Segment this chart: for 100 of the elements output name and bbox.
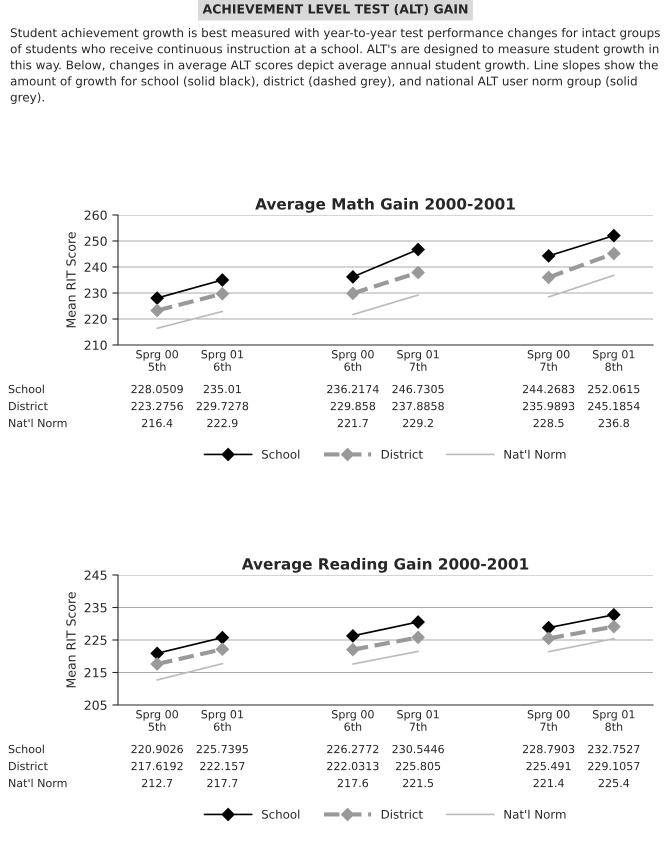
x-tick-label: Sprg 00 5th xyxy=(136,710,178,731)
point xyxy=(150,646,164,660)
y-tick-label: 210 xyxy=(84,340,107,350)
data-label: 229.2 xyxy=(403,418,433,428)
y-axis-title: Mean RIT Score xyxy=(66,232,76,328)
x-tick-label: Sprg 00 7th xyxy=(528,710,570,731)
data-label: 225.805 xyxy=(396,762,440,770)
chart-title: Average Math Gain 2000-2001 xyxy=(255,198,515,213)
x-tick-label: Sprg 00 6th xyxy=(332,350,374,371)
data-label: 235.9893 xyxy=(522,402,574,410)
y-tick-label: 260 xyxy=(84,210,107,220)
data-label: 212.7 xyxy=(142,778,172,788)
data-label: 230.5446 xyxy=(392,744,444,754)
legend-label: Nat'l Norm xyxy=(504,450,566,459)
data-label: 228.0509 xyxy=(131,384,183,394)
text: Nat'l Norm xyxy=(9,418,67,428)
legend-label: School xyxy=(262,810,300,819)
point xyxy=(412,615,425,629)
data-label: 232.7527 xyxy=(588,744,640,754)
data-label: 226.2772 xyxy=(327,744,378,754)
x-tick-label: Sprg 00 7th xyxy=(528,350,570,371)
y-tick-label: 250 xyxy=(84,236,107,246)
point xyxy=(346,643,360,656)
data-label: 229.1057 xyxy=(588,762,640,770)
data-label: 225.4 xyxy=(598,778,630,788)
x-tick-label: Sprg 01 6th xyxy=(202,350,243,371)
point xyxy=(150,304,164,318)
data-label: 225.491 xyxy=(526,762,571,770)
point xyxy=(607,246,620,260)
data-label: 244.2683 xyxy=(522,384,574,394)
data-label: 236.8 xyxy=(598,418,629,428)
data-label: 235.01 xyxy=(204,384,241,394)
point xyxy=(542,270,556,284)
point xyxy=(150,291,164,305)
data-label: 228.5 xyxy=(534,418,564,428)
point xyxy=(346,629,360,642)
data-label: 217.7 xyxy=(207,778,238,788)
chart-title: Average Reading Gain 2000-2001 xyxy=(242,558,528,573)
point xyxy=(607,620,620,634)
y-tick-label: 235 xyxy=(84,602,106,612)
x-tick-label: Sprg 01 6th xyxy=(202,710,243,731)
x-tick-label: Sprg 00 6th xyxy=(332,710,374,731)
data-label: 237.8858 xyxy=(392,402,444,410)
point xyxy=(542,621,556,634)
y-tick-label: 220 xyxy=(84,314,107,324)
x-tick-label: Sprg 01 7th xyxy=(397,350,439,371)
data-label: 236.2174 xyxy=(327,384,379,394)
data-label: 229.7278 xyxy=(196,402,248,410)
text: ACHIEVEMENT LEVEL TEST (ALT) GAIN xyxy=(202,4,468,16)
y-tick-label: 205 xyxy=(84,700,106,710)
point xyxy=(542,249,556,262)
data-label: 245.1854 xyxy=(588,402,640,410)
y-tick-label: 245 xyxy=(84,570,106,580)
legend-label: District xyxy=(382,810,423,819)
data-label: 228.7903 xyxy=(522,744,574,754)
data-label: 222.0313 xyxy=(327,762,378,770)
point xyxy=(216,287,229,300)
data-label: 221.5 xyxy=(403,778,434,788)
legend-label: School xyxy=(262,450,300,459)
text: Student achievement growth is best measured with year-to-year test performance changes for intact groups of students who receive continuous instruction at a school. ALT's are designed to measure student growth in this way. Below, changes in average ALT scores depict average annual student growth. Line slopes show the amount of growth for school (solid black), district (dashed grey), and national ALT user norm group (solid grey). xyxy=(10,28,660,104)
text: Nat'l Norm xyxy=(9,778,67,788)
point xyxy=(542,632,556,645)
data-label: 225.7395 xyxy=(196,744,248,754)
data-label: 221.4 xyxy=(534,778,564,788)
data-label: 216.4 xyxy=(142,418,172,428)
x-tick-label: Sprg 00 5th xyxy=(136,350,178,371)
data-label: 246.7305 xyxy=(392,384,444,394)
text: District xyxy=(9,762,48,770)
data-label: 229.858 xyxy=(330,402,376,410)
text: School xyxy=(8,384,44,394)
text: District xyxy=(9,402,48,410)
point xyxy=(150,657,164,671)
data-label: 223.2756 xyxy=(131,402,183,410)
data-label: 221.7 xyxy=(338,418,368,428)
point xyxy=(607,229,620,242)
text: School xyxy=(8,744,44,754)
data-label: 222.157 xyxy=(200,762,244,770)
x-tick-label: Sprg 01 8th xyxy=(592,710,634,731)
x-tick-label: Sprg 01 8th xyxy=(592,350,634,371)
y-tick-label: 215 xyxy=(84,668,106,678)
x-tick-label: Sprg 01 7th xyxy=(397,710,439,731)
point xyxy=(412,266,425,280)
y-axis-title: Mean RIT Score xyxy=(66,592,76,688)
data-label: 252.0615 xyxy=(588,384,640,394)
point xyxy=(607,608,620,622)
legend-label: District xyxy=(382,450,423,459)
point xyxy=(412,242,425,256)
y-tick-label: 230 xyxy=(84,288,107,298)
point xyxy=(412,630,425,644)
point xyxy=(346,270,360,284)
point xyxy=(346,286,360,300)
data-label: 217.6 xyxy=(338,778,368,788)
y-tick-label: 225 xyxy=(84,635,106,645)
data-label: 217.6192 xyxy=(131,762,183,770)
legend-label: Nat'l Norm xyxy=(504,810,566,819)
point xyxy=(216,631,229,644)
data-label: 220.9026 xyxy=(131,744,183,754)
y-tick-label: 240 xyxy=(84,262,107,272)
point xyxy=(216,273,229,287)
point xyxy=(216,642,229,656)
